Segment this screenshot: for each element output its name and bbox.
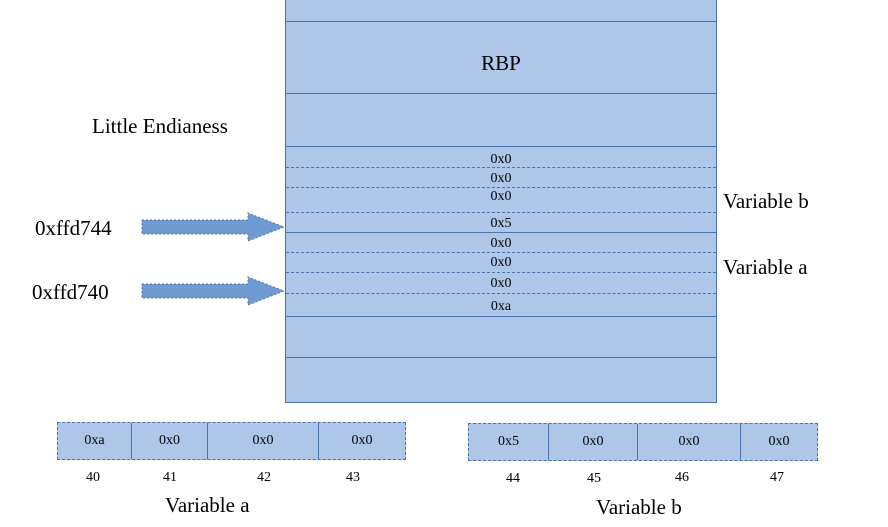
stack-byte-divider xyxy=(286,272,716,273)
variable-b-label: Variable b xyxy=(723,189,809,213)
arrow-right-icon xyxy=(141,276,286,306)
byte-index: 40 xyxy=(86,470,100,485)
byte-cell: 0x5 xyxy=(498,434,519,449)
stack-byte: 0x0 xyxy=(490,236,512,251)
variable-a-label: Variable a xyxy=(723,255,808,279)
byte-index: 45 xyxy=(587,471,601,486)
byte-index: 47 xyxy=(770,470,784,485)
stack-byte: 0x5 xyxy=(490,216,512,231)
stack-variable-divider xyxy=(286,232,716,233)
rbp-label: RBP xyxy=(481,51,521,75)
address-a-label: 0xffd740 xyxy=(32,280,109,304)
stack-byte-divider xyxy=(286,252,716,253)
byte-cell: 0x0 xyxy=(207,423,318,459)
byte-cell: 0x0 xyxy=(740,424,817,460)
variable-a-caption: Variable a xyxy=(165,493,250,517)
stack-byte: 0x0 xyxy=(490,189,512,204)
variable-b-bytes: 0x5 0x0 0x0 0x0 xyxy=(468,423,818,461)
byte-index: 42 xyxy=(257,470,271,485)
byte-cell: 0xa xyxy=(84,433,105,448)
stack-byte-divider xyxy=(286,212,716,213)
stack-byte-divider xyxy=(286,187,716,188)
arrow-right-icon xyxy=(141,212,286,242)
stack-byte-divider xyxy=(286,293,716,294)
stack-divider xyxy=(286,316,716,317)
byte-index: 44 xyxy=(506,471,520,486)
stack-divider xyxy=(286,93,716,94)
stack-divider xyxy=(286,357,716,358)
stack-byte: 0x0 xyxy=(490,255,512,270)
stack-frame: RBP 0x0 0x0 0x0 0x5 0x0 0x0 0x0 0xa xyxy=(285,0,717,403)
stack-byte: 0xa xyxy=(490,299,512,314)
byte-cell: 0x0 xyxy=(548,424,637,460)
address-b-label: 0xffd744 xyxy=(35,216,112,240)
stack-divider xyxy=(286,146,716,147)
stack-byte: 0x0 xyxy=(490,171,512,186)
endianness-label: Little Endianess xyxy=(92,114,228,138)
byte-index: 46 xyxy=(675,470,689,485)
stack-byte: 0x0 xyxy=(490,152,512,167)
byte-index: 41 xyxy=(163,470,177,485)
stack-divider xyxy=(286,21,716,22)
stack-byte-divider xyxy=(286,167,716,168)
variable-b-caption: Variable b xyxy=(596,495,682,519)
byte-cell: 0x0 xyxy=(637,424,740,460)
stack-byte: 0x0 xyxy=(490,276,512,291)
byte-cell: 0x0 xyxy=(318,423,405,459)
variable-a-bytes: 0xa 0x0 0x0 0x0 xyxy=(57,422,406,460)
byte-index: 43 xyxy=(346,470,360,485)
byte-cell: 0x0 xyxy=(131,423,207,459)
